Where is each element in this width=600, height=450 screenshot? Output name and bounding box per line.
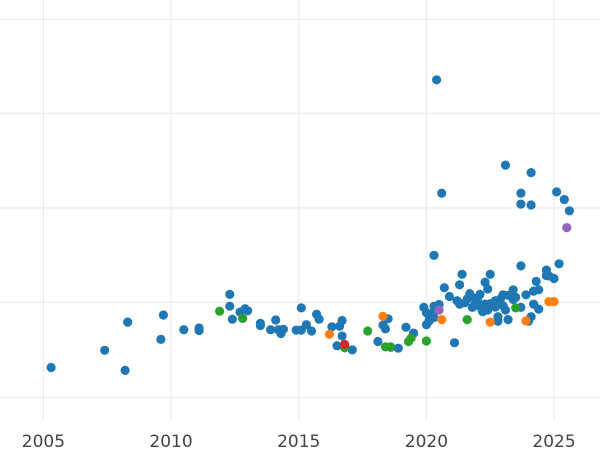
x-tick-label-2010: 2010 (149, 432, 192, 450)
data-point-blue-2 (120, 365, 130, 375)
data-point-blue-96 (516, 261, 526, 271)
data-point-orange-6 (549, 297, 559, 307)
data-point-purple-0 (434, 305, 444, 315)
data-point-blue-3 (123, 317, 133, 327)
data-point-blue-23 (296, 303, 306, 313)
data-points (46, 75, 575, 375)
data-point-blue-56 (439, 283, 449, 293)
data-point-blue-16 (255, 320, 265, 331)
data-point-green-9 (462, 315, 472, 325)
data-point-blue-87 (500, 160, 511, 170)
data-point-blue-6 (179, 325, 189, 335)
data-point-blue-10 (225, 301, 235, 311)
data-point-blue-104 (531, 276, 541, 286)
data-point-blue-78 (485, 269, 495, 279)
data-point-blue-94 (516, 199, 526, 209)
x-tick-label-2005: 2005 (22, 432, 65, 450)
data-point-blue-110 (549, 273, 559, 284)
data-point-blue-36 (373, 336, 383, 347)
data-point-blue-21 (278, 324, 288, 334)
data-point-blue-61 (455, 280, 465, 290)
data-point-blue-58 (449, 338, 460, 348)
data-point-blue-112 (554, 259, 564, 269)
data-point-blue-71 (475, 289, 485, 299)
data-point-green-0 (215, 306, 225, 316)
data-point-blue-33 (337, 331, 347, 341)
data-point-blue-75 (483, 284, 493, 294)
data-point-blue-106 (534, 285, 544, 295)
data-point-green-8 (421, 336, 431, 346)
data-point-blue-30 (332, 341, 342, 351)
data-point-blue-26 (306, 326, 317, 336)
data-point-blue-92 (511, 292, 521, 302)
data-point-blue-100 (526, 168, 536, 178)
data-point-blue-9 (225, 289, 235, 299)
data-point-blue-0 (46, 362, 56, 373)
data-point-purple-1 (562, 223, 572, 233)
data-point-orange-1 (378, 311, 388, 321)
data-point-orange-0 (324, 329, 334, 339)
data-point-blue-38 (380, 324, 391, 334)
data-point-blue-35 (347, 345, 357, 355)
data-point-blue-113 (559, 194, 569, 205)
data-point-blue-89 (503, 315, 513, 325)
data-point-blue-53 (432, 75, 442, 85)
data-point-blue-8 (194, 325, 204, 336)
data-point-blue-42 (401, 322, 411, 332)
x-axis-tick-labels: 2005 2010 2015 2020 2025 (22, 432, 576, 450)
data-point-green-7 (406, 333, 416, 343)
data-point-blue-91 (508, 285, 518, 295)
data-point-blue-55 (437, 188, 447, 198)
data-point-blue-105 (534, 304, 544, 314)
data-point-orange-2 (437, 315, 447, 325)
data-point-green-10 (511, 303, 521, 313)
data-point-blue-25 (301, 320, 311, 330)
data-point-blue-17 (266, 325, 276, 335)
data-point-blue-111 (552, 187, 562, 197)
data-point-blue-97 (521, 290, 531, 300)
data-point-blue-52 (429, 250, 439, 260)
data-point-blue-86 (500, 305, 511, 315)
data-point-blue-18 (271, 315, 281, 325)
data-point-blue-79 (490, 302, 500, 312)
data-point-blue-57 (444, 291, 454, 302)
data-point-blue-28 (314, 314, 324, 324)
x-tick-label-2015: 2015 (277, 432, 320, 450)
data-point-blue-5 (158, 310, 168, 320)
data-point-blue-101 (526, 200, 536, 210)
data-point-blue-41 (393, 343, 403, 353)
data-point-green-3 (363, 326, 373, 336)
data-point-blue-29 (327, 322, 337, 332)
gridlines (0, 0, 600, 420)
data-point-blue-95 (516, 188, 526, 198)
data-point-green-5 (386, 342, 396, 352)
data-point-blue-1 (100, 345, 110, 355)
data-point-blue-114 (564, 206, 575, 216)
data-point-orange-3 (485, 317, 495, 327)
data-point-blue-82 (493, 312, 503, 322)
data-point-blue-14 (243, 306, 253, 316)
data-point-blue-62 (457, 269, 467, 279)
data-point-blue-50 (429, 312, 439, 323)
x-tick-label-2020: 2020 (405, 432, 448, 450)
data-point-blue-32 (337, 315, 347, 326)
data-point-green-1 (238, 313, 248, 323)
data-point-blue-4 (156, 334, 166, 344)
data-point-red-0 (340, 339, 350, 349)
x-tick-label-2025: 2025 (532, 432, 575, 450)
data-point-orange-4 (521, 316, 531, 326)
data-point-blue-11 (227, 314, 237, 324)
